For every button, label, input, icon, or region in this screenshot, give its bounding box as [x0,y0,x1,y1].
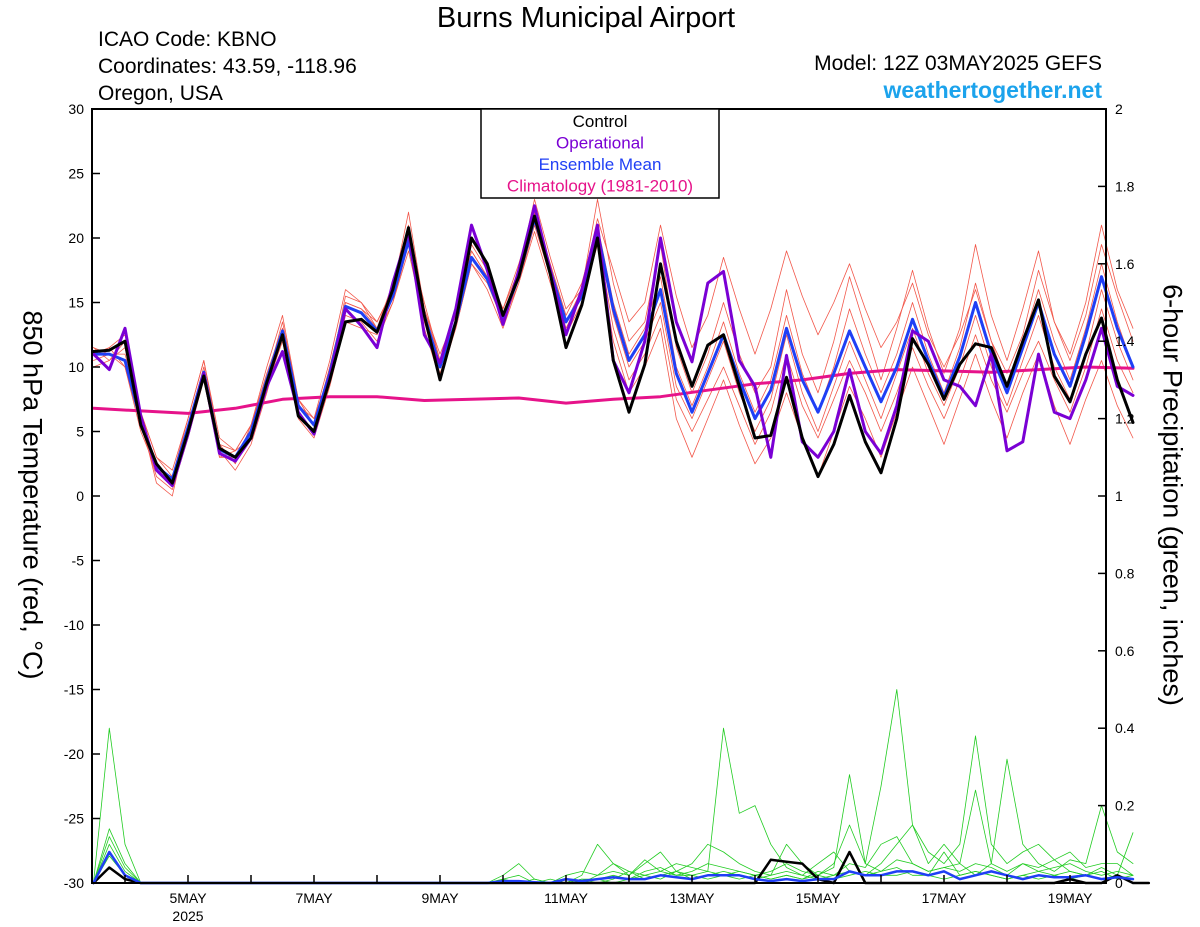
y2-tick-label: 0.2 [1115,798,1135,814]
mean-precip-line [92,850,1135,885]
precip-member-line-1 [93,727,1134,884]
y-tick-label: 15 [68,295,84,311]
x-tick-label: 11MAY [544,890,588,906]
icao-code: ICAO Code: KBNO [98,28,277,51]
y-tick-label: 25 [68,166,84,182]
operational-line [92,204,1135,488]
legend: Control Operational Ensemble Mean Climatolo… [480,108,720,199]
y-tick-label: 20 [68,230,84,246]
y-tick-label: -25 [64,811,84,827]
coordinates: Coordinates: 43.59, -118.96 [98,55,357,78]
brand-link[interactable]: weathertogether.net [883,77,1102,103]
control-line [92,214,1135,485]
x-tick-label: 13MAY [670,890,716,906]
y-tick-label: 0 [76,488,84,504]
x-tick-label: 9MAY [421,890,459,906]
y-tick-label: -10 [64,617,84,633]
y-tick-label: 5 [76,424,84,440]
y2-tick-label: 1.8 [1115,178,1135,194]
y-tick-label: -15 [64,682,84,698]
legend-control: Control [573,112,628,131]
temp-member-line-4 [93,231,1134,491]
legend-ensemble-mean: Ensemble Mean [539,155,662,174]
y-tick-label: -20 [64,746,84,762]
precip-member-line-2 [93,689,1134,884]
y2-tick-label: 1.4 [1115,333,1135,349]
model-run: Model: 12Z 03MAY2025 GEFS [814,52,1102,75]
y2-tick-label: 1.6 [1115,256,1135,272]
legend-box [480,108,720,199]
legend-climatology: Climatology (1981-2010) [507,177,693,196]
x-tick-label: 5MAY [169,890,207,906]
x-tick-label: 15MAY [796,890,842,906]
region: Oregon, USA [98,82,223,105]
x-tick-sublabel: 2025 [172,908,203,924]
y-tick-label: -30 [64,875,84,891]
precip-ensemble-members [93,689,1134,884]
x-tick-label: 19MAY [1048,890,1094,906]
y2-tick-label: 0.4 [1115,720,1135,736]
chart-title: Burns Municipal Airport [436,2,736,34]
climatology-line [92,365,1135,415]
legend-operational: Operational [556,134,644,153]
x-tick-label: 17MAY [922,890,968,906]
y2-tick-label: 0 [1115,875,1123,891]
y-tick-label: -5 [72,553,85,569]
y-tick-label: 30 [68,101,84,117]
precip-member-line-3 [93,774,1134,884]
y2-tick-label: 0.8 [1115,565,1135,581]
main-series [92,204,1151,885]
y2-tick-label: 1.2 [1115,411,1135,427]
y2-tick-label: 1 [1115,488,1123,504]
temp-member-line-3 [93,218,1134,471]
y2-tick-label: 2 [1115,101,1123,117]
y-tick-label: 10 [68,359,84,375]
y2-tick-label: 0.6 [1115,643,1135,659]
x-tick-label: 7MAY [295,890,333,906]
